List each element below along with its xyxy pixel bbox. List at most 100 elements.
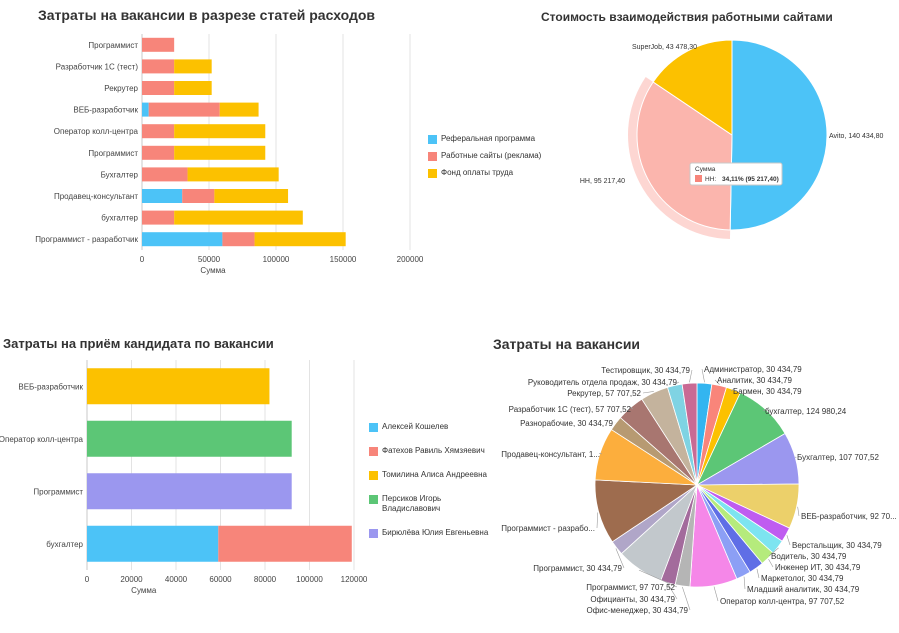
- legend-item[interactable]: Работные сайты (реклама): [428, 151, 568, 161]
- bar-segment: [87, 525, 219, 562]
- leader-line: [596, 512, 599, 529]
- leader-line: [794, 456, 797, 458]
- x-tick-label: 40000: [165, 575, 188, 584]
- bar-segment: [187, 167, 279, 182]
- category-label: Программист: [88, 149, 138, 158]
- category-label: Программист: [88, 41, 138, 50]
- legend-item[interactable]: Бирюлёва Юлия Евгеньевна: [369, 528, 489, 538]
- slice-label: бухгалтер, 124 980,24: [765, 407, 847, 416]
- leader-line: [674, 381, 680, 385]
- slice-label: Тестировщик, 30 434,79: [601, 366, 690, 375]
- leader-line: [768, 547, 779, 557]
- bar-segment: [174, 59, 212, 74]
- leader-line: [598, 453, 603, 455]
- bar-segment: [219, 102, 259, 117]
- leader-line: [786, 535, 791, 546]
- legend-swatch: [369, 471, 378, 480]
- tooltip-box: [689, 162, 783, 186]
- bar-segment: [222, 232, 255, 247]
- legend-item[interactable]: Фонд оплаты труда: [428, 168, 568, 178]
- bar-segment: [142, 232, 223, 247]
- bar-segment: [142, 124, 175, 139]
- category-label: ВЕБ-разработчик: [73, 106, 138, 115]
- bar-segment: [142, 145, 175, 160]
- x-tick-label: 80000: [254, 575, 277, 584]
- bar-segment: [142, 210, 175, 225]
- leader-line: [713, 586, 719, 602]
- x-tick-label: 0: [140, 255, 145, 264]
- category-label: бухгалтер: [46, 540, 83, 549]
- x-tick-label: 60000: [209, 575, 232, 584]
- slice-label: ВЕБ-разработчик, 92 70...: [801, 512, 897, 521]
- slice-label: Младший аналитик, 30 434,79: [747, 585, 860, 594]
- slice-label: Оператор колл-центра, 97 707,52: [720, 597, 845, 606]
- bar-segment: [142, 189, 183, 203]
- category-label: Программист - разработчик: [35, 235, 138, 244]
- x-axis-label: Сумма: [200, 266, 226, 275]
- pie-slice: [636, 81, 733, 231]
- bar-segment: [218, 525, 352, 562]
- chart-legend: Реферальная программа Работные сайты (рек…: [428, 134, 568, 185]
- category-label: Разработчик 1С (тест): [56, 62, 139, 71]
- slice-label: Маркетолог, 30 434,79: [761, 574, 844, 583]
- legend-item[interactable]: Реферальная программа: [428, 134, 568, 144]
- leader-line: [682, 586, 691, 611]
- vacancy-costs-panel: Затраты на вакансии Администратор, 30 43…: [485, 330, 899, 633]
- tooltip-series: HH:: [705, 176, 716, 183]
- pie-slice: [729, 39, 828, 231]
- legend-item[interactable]: Алексей Кошелев: [369, 422, 489, 432]
- legend-swatch: [428, 152, 437, 161]
- candidate-cost-panel: Затраты на приём кандидата по вакансии 0…: [0, 330, 490, 633]
- legend-swatch: [369, 447, 378, 456]
- legend-swatch: [369, 423, 378, 432]
- bar-segment: [87, 368, 270, 405]
- bar-segment: [182, 189, 215, 203]
- leader-line: [629, 406, 634, 410]
- slice-label: Официанты, 30 434,79: [590, 595, 675, 604]
- chart-legend: Алексей Кошелев Фатехов Равиль Хямзяевич Т…: [369, 422, 489, 552]
- legend-swatch: [428, 169, 437, 178]
- x-tick-label: 150000: [330, 255, 357, 264]
- slice-label: Офис-менеджер, 30 434,79: [586, 606, 688, 615]
- leader-line: [667, 583, 678, 600]
- leader-line: [615, 548, 625, 569]
- slice-label: Администратор, 30 434,79: [704, 365, 802, 374]
- bar-segment: [148, 102, 220, 117]
- expense-breakdown-panel: Затраты на вакансии в разрезе статей рас…: [0, 0, 541, 290]
- legend-item[interactable]: Персиков Игорь Владиславович: [369, 494, 489, 514]
- vacancy-costs-chart: Администратор, 30 434,79 Аналитик, 30 434…: [501, 365, 897, 615]
- tooltip-swatch: [695, 175, 702, 182]
- slice-label: Разнорабочие, 30 434,79: [520, 419, 613, 428]
- bar-segment: [174, 145, 266, 160]
- category-label: Оператор колл-центра: [0, 435, 84, 444]
- category-label: Рекрутер: [104, 84, 138, 93]
- leader-line: [756, 568, 760, 579]
- leader-line: [730, 388, 735, 392]
- x-tick-label: 100000: [263, 255, 290, 264]
- pie-slice: [652, 39, 733, 136]
- leader-line: [762, 408, 767, 412]
- bar-segment: [174, 210, 303, 225]
- slice-label: Инженер ИТ, 30 434,79: [775, 563, 861, 572]
- x-tick-label: 50000: [198, 255, 221, 264]
- bar-segment: [214, 189, 289, 203]
- legend-label: Фатехов Равиль Хямзяевич: [382, 446, 485, 455]
- legend-item[interactable]: Фатехов Равиль Хямзяевич: [369, 446, 489, 456]
- legend-item[interactable]: Томилина Алиса Андреевна: [369, 470, 489, 480]
- leader-line: [743, 576, 746, 590]
- slice-label: Аналитик, 30 434,79: [717, 376, 793, 385]
- chart-title: Затраты на вакансии: [493, 336, 641, 352]
- slice-label: Программист, 30 434,79: [533, 564, 622, 573]
- legend-swatch: [369, 529, 378, 538]
- bar-segment: [174, 124, 266, 139]
- slice-label: Программист, 97 707,52: [586, 583, 675, 592]
- bar-segment: [142, 81, 175, 95]
- category-label: Оператор колл-центра: [54, 127, 139, 136]
- category-label: бухгалтер: [101, 214, 138, 223]
- slice-label: SuperJob, 43 478,30: [632, 44, 697, 51]
- leader-line: [642, 391, 654, 394]
- slice-label: Avito, 140 434,80: [829, 133, 883, 140]
- slice-label: Рекрутер, 57 707,52: [567, 389, 641, 398]
- x-tick-label: 0: [85, 575, 90, 584]
- category-label: ВЕБ-разработчик: [18, 382, 83, 391]
